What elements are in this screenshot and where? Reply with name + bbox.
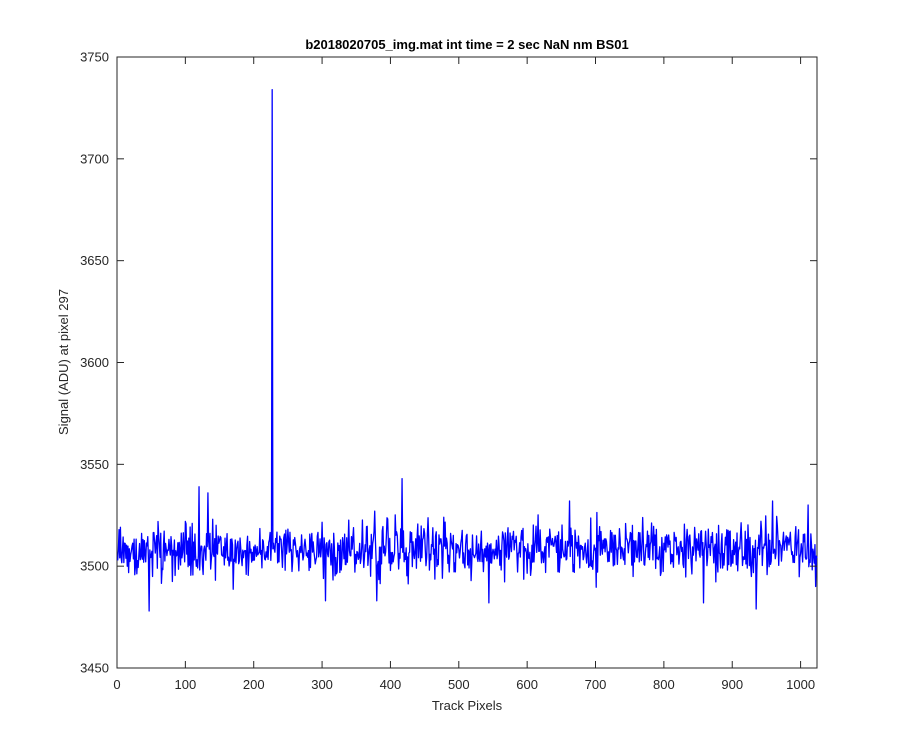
- x-tick-label: 100: [175, 677, 197, 692]
- x-tick-label: 300: [311, 677, 333, 692]
- x-axis-label: Track Pixels: [432, 698, 503, 713]
- x-tick-label: 900: [721, 677, 743, 692]
- plot-area-frame: [116, 56, 818, 669]
- plot-layer: 0 100 200 300 400 500 600 700 800 900 1000 3450 3500…: [80, 50, 818, 692]
- y-tick-label: 3600: [80, 355, 109, 370]
- y-tick-label: 3450: [80, 661, 109, 676]
- x-tick-label: 1000: [786, 677, 815, 692]
- y-tick-label: 3500: [80, 559, 109, 574]
- y-axis-label: Signal (ADU) at pixel 297: [56, 289, 71, 435]
- series-line: [117, 88, 818, 612]
- x-tick-label: 200: [243, 677, 265, 692]
- chart-title: b2018020705_img.mat int time = 2 sec NaN…: [305, 37, 628, 52]
- x-tick-label: 600: [516, 677, 538, 692]
- y-tick-label: 3650: [80, 253, 109, 268]
- x-tick-label: 800: [653, 677, 675, 692]
- x-tick-label: 400: [380, 677, 402, 692]
- y-tick-label: 3700: [80, 151, 109, 166]
- x-tick-label: 0: [113, 677, 120, 692]
- y-tick-label: 3750: [80, 50, 109, 65]
- x-tick-label: 700: [585, 677, 607, 692]
- y-tick-label: 3550: [80, 457, 109, 472]
- x-tick-label: 500: [448, 677, 470, 692]
